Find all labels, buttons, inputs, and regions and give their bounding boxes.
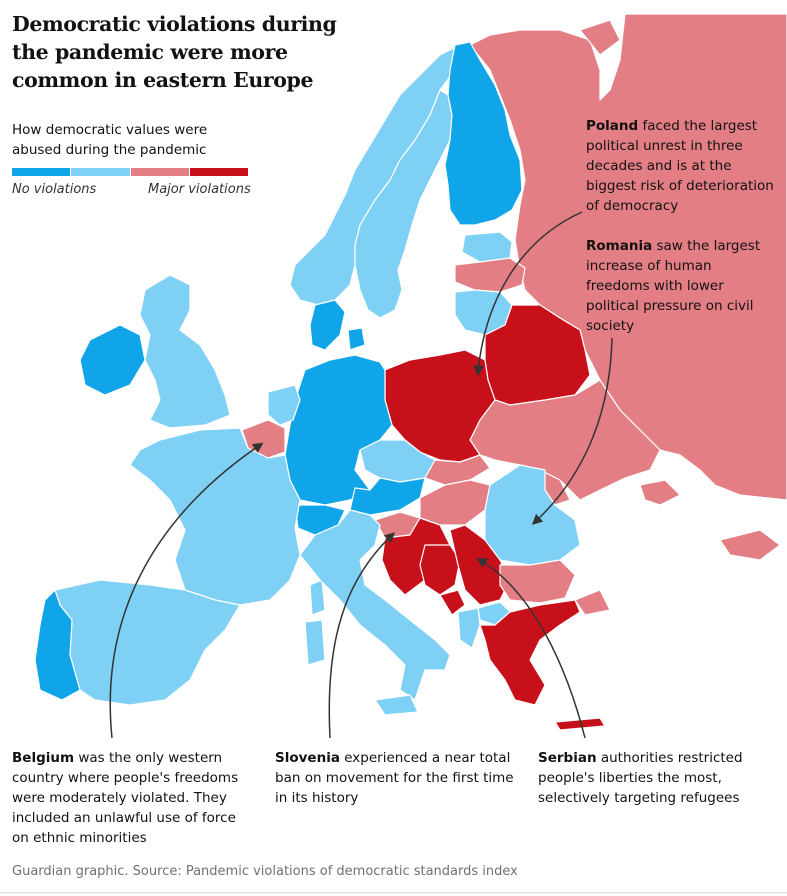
country-united-kingdom	[139, 274, 231, 429]
source-note: Guardian graphic. Source: Pandemic viola…	[12, 864, 518, 879]
leader-slovenia	[328, 532, 396, 739]
legend-high-label: Major violations	[148, 182, 251, 197]
island-zealand	[347, 327, 366, 351]
chart-title: Democratic violations during the pandemi…	[12, 12, 337, 92]
region-kola-inlet	[579, 19, 621, 56]
annotation-slovenia: Slovenia experienced a near total ban on…	[275, 748, 520, 808]
annotation-slovenia-text: experienced a near total ban on movement…	[275, 750, 514, 806]
annotation-serbia: Serbian authorities restricted people's …	[538, 748, 753, 808]
country-poland	[384, 349, 496, 463]
country-latvia	[454, 257, 526, 293]
bottom-divider	[0, 892, 787, 893]
country-greece	[479, 599, 581, 706]
leader-poland	[473, 211, 583, 377]
annotation-romania-text: saw the largest increase of human freedo…	[586, 238, 761, 334]
country-france	[129, 427, 301, 606]
island-corsica	[309, 579, 326, 616]
legend-swatch-none	[12, 168, 71, 176]
country-portugal	[34, 589, 81, 701]
country-russia	[469, 13, 787, 501]
country-turkey-edge	[574, 589, 611, 616]
annotation-poland-text: faced the largest political unrest in th…	[586, 118, 774, 214]
country-ukraine	[469, 379, 661, 501]
country-ireland	[79, 324, 146, 396]
legend-title: How democratic values were abused during…	[12, 122, 208, 158]
country-italy	[299, 509, 451, 701]
annotation-slovenia-name: Slovenia	[275, 750, 340, 766]
annotation-belgium: Belgium was the only western country whe…	[12, 748, 242, 848]
legend-swatch-moderate	[130, 168, 189, 176]
country-hungary	[419, 479, 491, 526]
country-estonia	[461, 231, 513, 263]
annotation-poland: Poland faced the largest political unres…	[586, 116, 776, 216]
annotation-romania-name: Romania	[586, 238, 653, 254]
country-georgia	[719, 529, 781, 561]
country-bosnia	[419, 544, 461, 596]
country-bulgaria	[499, 559, 576, 604]
annotation-romania: Romania saw the largest increase of huma…	[586, 236, 776, 336]
legend-low-label: No violations	[12, 182, 97, 197]
country-denmark	[309, 299, 346, 351]
country-netherlands	[267, 384, 301, 426]
country-finland	[444, 41, 523, 226]
island-sicily	[374, 694, 419, 716]
country-montenegro	[439, 589, 466, 616]
annotation-serbia-name: Serbian	[538, 750, 597, 766]
country-albania	[457, 607, 481, 649]
country-spain	[54, 579, 241, 706]
island-crete	[554, 717, 606, 731]
leader-belgium	[109, 442, 264, 739]
leader-serbia	[476, 557, 586, 739]
country-sweden	[354, 89, 453, 319]
legend-swatch-major	[189, 168, 248, 176]
island-sardinia	[304, 619, 326, 666]
annotation-serbia-text: authorities restricted people's libertie…	[538, 750, 743, 806]
legend-swatch-minor	[71, 168, 130, 176]
annotation-belgium-text: was the only western country where peopl…	[12, 750, 239, 846]
legend-color-scale	[12, 168, 248, 176]
annotation-poland-name: Poland	[586, 118, 639, 134]
region-crimea	[639, 479, 681, 506]
annotation-belgium-name: Belgium	[12, 750, 75, 766]
leader-romania	[531, 337, 613, 525]
